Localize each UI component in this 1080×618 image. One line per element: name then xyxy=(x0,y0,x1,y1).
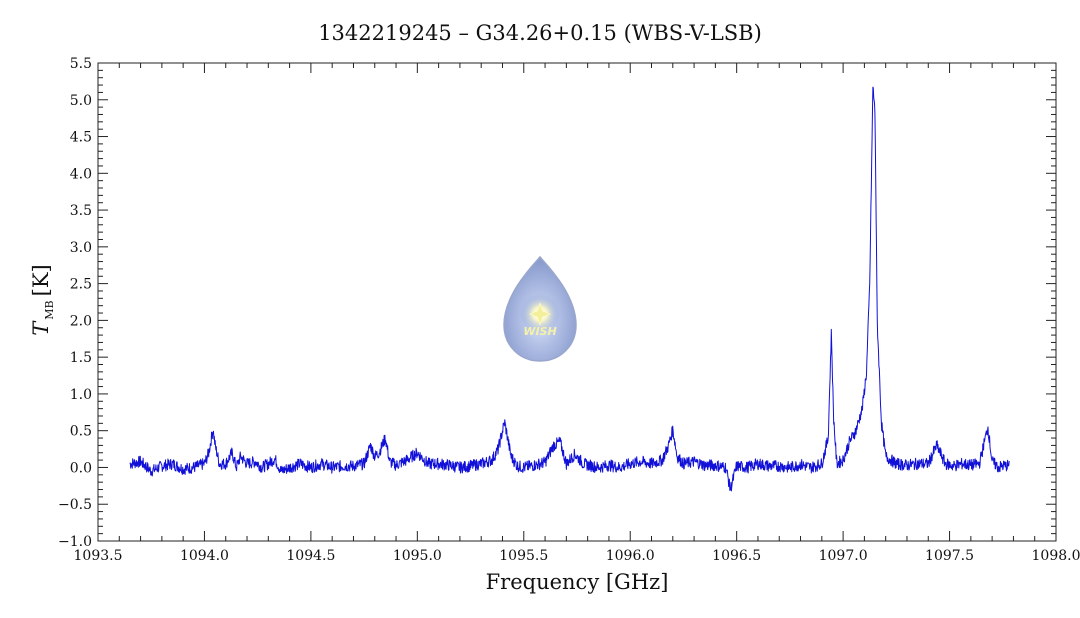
axis-ticks xyxy=(97,62,1057,542)
plot-frame xyxy=(97,62,1057,542)
axis-tick-labels: 1093.5 1094.0 1094.5 1095.0 1095.5 1096.0 1096… xyxy=(58,56,1080,564)
x-tick-label: 1095.0 xyxy=(393,548,442,564)
y-axis-label-symbol: T xyxy=(29,320,53,336)
x-tick-label: 1096.0 xyxy=(606,548,655,564)
x-tick-label: 1095.5 xyxy=(499,548,548,564)
x-tick-label: 1097.5 xyxy=(925,548,974,564)
y-tick-label: 3.0 xyxy=(70,240,92,256)
y-tick-label: −0.5 xyxy=(58,497,92,513)
y-tick-label: 1.5 xyxy=(70,350,92,366)
x-tick-label: 1097.0 xyxy=(819,548,868,564)
y-tick-label: 4.5 xyxy=(70,130,92,146)
x-tick-label: 1094.0 xyxy=(180,548,229,564)
y-tick-label: 4.0 xyxy=(70,166,92,182)
star-icon xyxy=(529,301,551,327)
x-axis-label: Frequency [GHz] xyxy=(486,570,669,594)
wish-logo-text: WISH xyxy=(523,325,556,338)
x-tick-label: 1096.5 xyxy=(712,548,761,564)
y-tick-label: 0.5 xyxy=(70,424,92,440)
x-tick-label: 1094.5 xyxy=(286,548,335,564)
chart-title: 1342219245 – G34.26+0.15 (WBS-V-LSB) xyxy=(318,21,762,45)
y-axis-label-unit: [K] xyxy=(29,264,53,296)
wish-logo: WISH xyxy=(503,255,577,362)
y-tick-label: 2.0 xyxy=(70,313,92,329)
spectrum-line xyxy=(129,86,1010,492)
y-axis-label: TMB [K] xyxy=(29,264,56,335)
y-tick-label: 0.0 xyxy=(70,460,92,476)
y-tick-label: 3.5 xyxy=(70,203,92,219)
y-axis-label-subscript: MB xyxy=(43,300,56,319)
y-tick-label: 5.5 xyxy=(70,56,92,72)
x-tick-label: 1098.0 xyxy=(1032,548,1080,564)
y-tick-label: 5.0 xyxy=(70,93,92,109)
y-tick-label: 2.5 xyxy=(70,277,92,293)
y-tick-label: 1.0 xyxy=(70,387,92,403)
series-layer xyxy=(129,86,1010,492)
y-tick-label: −1.0 xyxy=(58,534,92,550)
x-tick-label: 1093.5 xyxy=(74,548,123,564)
svg-text:TMB[K]: TMB [K] xyxy=(29,264,56,335)
